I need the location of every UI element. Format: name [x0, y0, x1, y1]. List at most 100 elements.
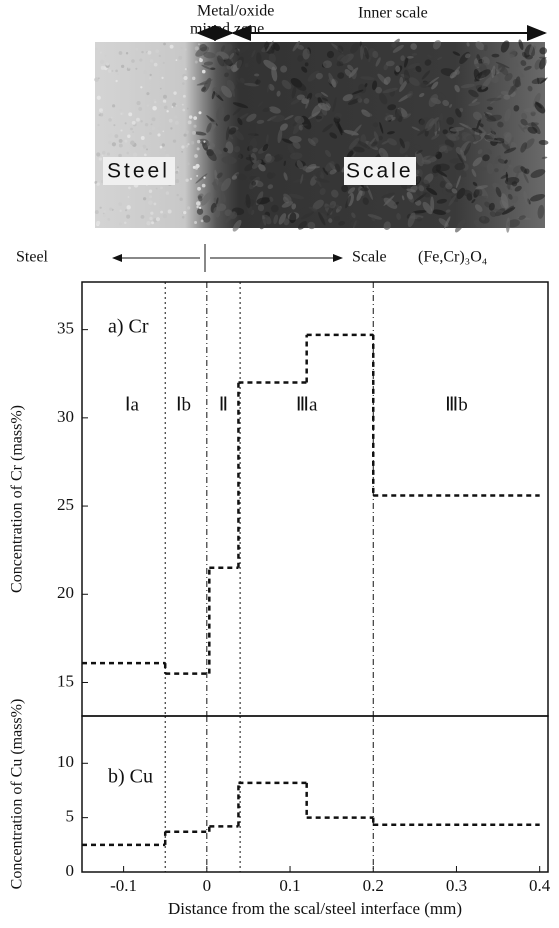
x-tick-label: 0.1	[279, 876, 300, 895]
texture	[164, 150, 166, 152]
region-label: Ⅰb	[176, 394, 191, 415]
texture	[124, 221, 127, 224]
texture	[146, 92, 149, 95]
texture	[160, 211, 163, 214]
texture	[127, 135, 130, 138]
texture	[95, 210, 99, 214]
texture	[149, 217, 152, 220]
x-axis-label: Distance from the scal/steel interface (…	[168, 899, 462, 918]
texture	[175, 179, 179, 183]
texture	[101, 111, 103, 113]
texture	[153, 202, 156, 205]
texture	[113, 124, 115, 126]
texture	[118, 154, 122, 158]
texture	[121, 65, 124, 68]
texture	[139, 146, 143, 150]
texture	[131, 59, 135, 63]
texture	[183, 211, 186, 214]
texture	[160, 146, 163, 149]
texture	[111, 117, 113, 119]
texture	[139, 59, 142, 62]
texture	[193, 116, 197, 120]
texture	[185, 179, 188, 182]
texture	[175, 171, 178, 174]
texture	[108, 118, 112, 122]
texture	[197, 187, 201, 191]
texture	[182, 216, 185, 219]
texture	[174, 115, 178, 119]
texture	[97, 124, 99, 126]
texture	[202, 70, 206, 74]
x-tick-label: -0.1	[110, 876, 137, 895]
texture	[149, 74, 151, 76]
texture	[151, 221, 154, 224]
texture	[163, 214, 167, 218]
texture	[145, 123, 148, 126]
direction-left: Steel	[16, 249, 49, 266]
texture	[192, 77, 195, 80]
texture	[140, 120, 142, 122]
texture	[197, 147, 200, 150]
texture	[120, 113, 122, 115]
x-tick-label: 0.2	[363, 876, 384, 895]
panel-label: b) Cu	[108, 766, 153, 788]
texture	[180, 47, 182, 49]
texture	[166, 110, 168, 112]
texture	[152, 117, 156, 121]
texture	[128, 186, 131, 189]
texture	[112, 104, 115, 107]
texture	[102, 151, 106, 155]
texture	[99, 157, 102, 160]
texture	[115, 70, 118, 73]
texture	[126, 152, 129, 155]
texture	[184, 134, 187, 137]
texture	[159, 55, 161, 57]
texture	[179, 198, 182, 201]
texture	[187, 68, 190, 71]
texture	[99, 114, 101, 116]
texture	[171, 106, 173, 108]
texture	[195, 164, 199, 168]
texture	[144, 154, 147, 157]
texture	[125, 209, 127, 211]
texture	[146, 221, 150, 225]
texture	[203, 141, 205, 143]
texture	[182, 82, 185, 85]
y-tick-label: 10	[57, 752, 74, 771]
texture	[97, 96, 101, 100]
texture	[96, 182, 99, 185]
texture	[100, 207, 102, 209]
texture	[136, 101, 140, 105]
texture	[176, 194, 178, 196]
texture	[163, 62, 165, 64]
inner-scale-label: Inner scale	[358, 5, 428, 22]
texture	[193, 166, 196, 169]
texture	[166, 191, 169, 194]
texture	[104, 210, 106, 212]
texture	[107, 153, 110, 156]
texture	[133, 153, 137, 157]
texture	[147, 51, 151, 55]
texture	[149, 77, 151, 79]
texture	[183, 76, 187, 80]
texture	[111, 70, 113, 72]
texture	[197, 140, 200, 143]
texture	[193, 125, 196, 128]
texture	[183, 95, 186, 98]
texture	[105, 55, 107, 57]
texture	[194, 221, 197, 224]
texture	[160, 186, 163, 189]
texture	[95, 48, 97, 50]
figure: Metal/oxide mixed zone Inner scale Steel…	[0, 0, 559, 928]
x-tick-label: 0.4	[529, 876, 551, 895]
texture	[130, 128, 133, 131]
region-label: Ⅰa	[125, 394, 140, 415]
texture	[168, 210, 172, 214]
texture	[189, 115, 192, 118]
texture	[120, 109, 123, 112]
texture	[178, 56, 182, 60]
texture	[185, 49, 187, 51]
texture	[125, 122, 127, 124]
texture	[96, 152, 100, 156]
region-label: Ⅱ	[219, 394, 228, 415]
